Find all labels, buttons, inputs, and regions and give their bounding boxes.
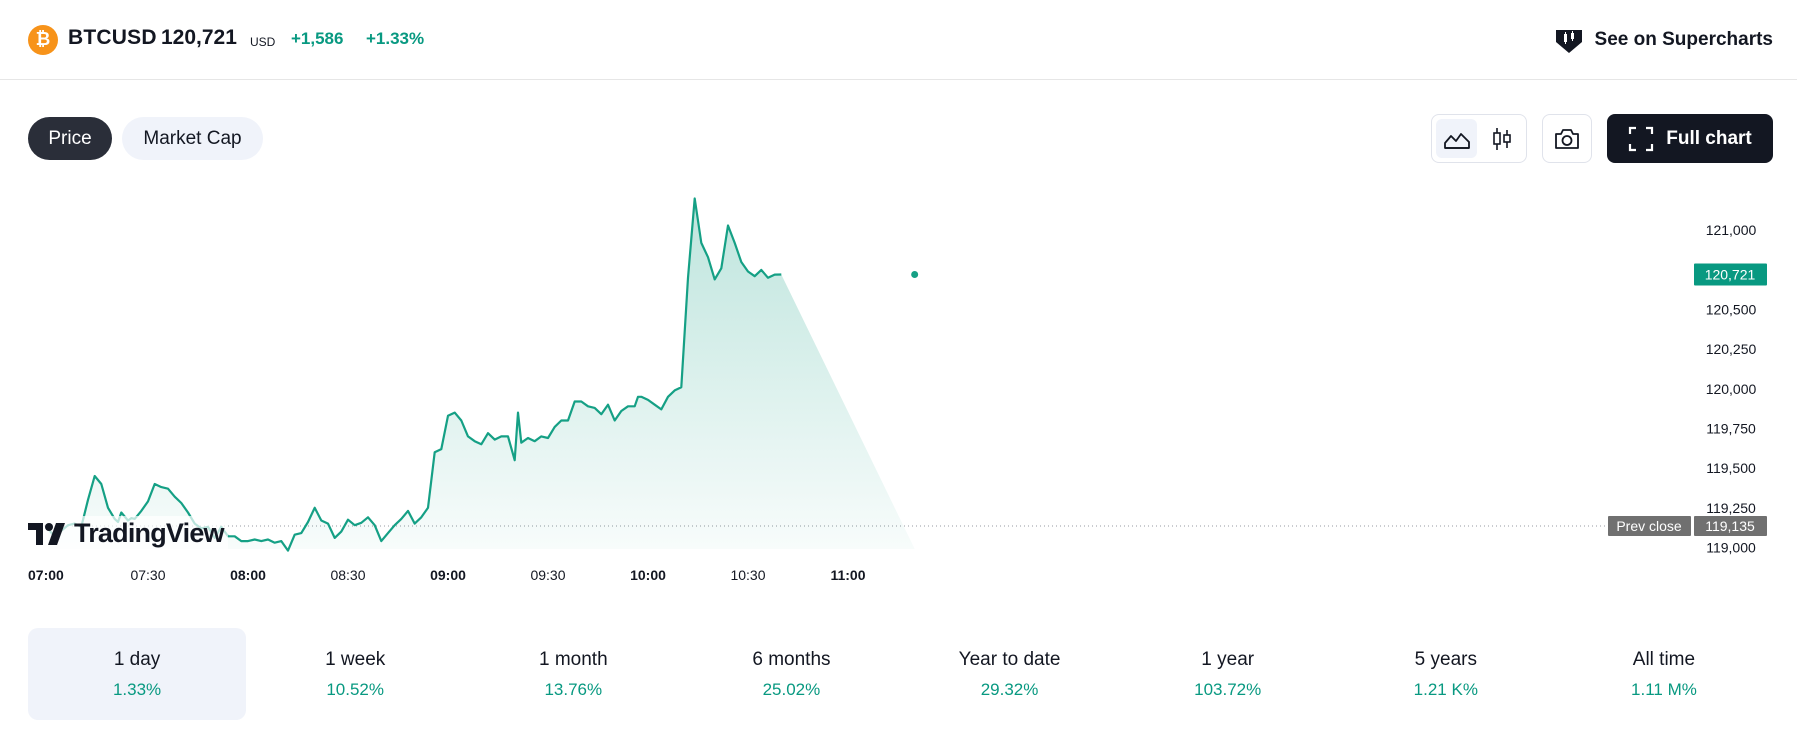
last-price-label: 120,721: [1705, 266, 1756, 282]
period-year-to-date[interactable]: Year to date 29.32%: [901, 628, 1119, 720]
candlestick-icon: [1492, 127, 1511, 150]
last-price-tag: 120,721: [1694, 263, 1767, 286]
y-tick-label: 120,000: [1706, 381, 1757, 397]
period-change: 1.11 M%: [1631, 679, 1697, 699]
period-label: 1 year: [1201, 648, 1255, 670]
tab-market-cap[interactable]: Market Cap: [122, 117, 263, 160]
y-tick-label: 119,750: [1706, 420, 1756, 436]
camera-icon: [1555, 128, 1579, 149]
period-change: 103.72%: [1194, 679, 1262, 699]
area-style-button[interactable]: [1436, 119, 1477, 158]
period-label: Year to date: [958, 648, 1061, 670]
y-tick-label: 119,250: [1706, 500, 1756, 516]
period-change: 10.52%: [326, 679, 385, 699]
x-tick-label: 09:00: [430, 567, 466, 583]
chart-style-toggle: [1431, 114, 1527, 163]
prev-close-label: Prev close: [1616, 518, 1682, 534]
y-tick-label: 120,250: [1706, 341, 1757, 357]
price-change: +1,586: [291, 29, 344, 48]
period-change: 25.02%: [762, 679, 821, 699]
period-1-week[interactable]: 1 week 10.52%: [246, 628, 464, 720]
symbol-header: ₿ BTCUSD 120,721 USD +1,586 +1.33% See o…: [0, 0, 1797, 80]
period-change: 13.76%: [544, 679, 603, 699]
period-label: 6 months: [752, 648, 831, 670]
period-1-day[interactable]: 1 day 1.33%: [28, 628, 247, 720]
x-tick-label: 07:30: [130, 567, 165, 583]
y-tick-label: 120,500: [1706, 302, 1757, 318]
period-1-year[interactable]: 1 year 103.72%: [1119, 628, 1337, 720]
period-1-month[interactable]: 1 month 13.76%: [464, 628, 682, 720]
supercharts-label: See on Supercharts: [1594, 29, 1773, 50]
last-price: 120,721: [161, 26, 237, 49]
period-selector: 1 day 1.33% 1 week 10.52% 1 month 13.76%…: [28, 628, 1773, 720]
full-chart-button[interactable]: Full chart: [1607, 114, 1773, 163]
price-change-percent: +1.33%: [366, 29, 425, 48]
period-label: 1 month: [538, 648, 608, 670]
supercharts-icon: [1555, 30, 1582, 53]
period-label: 1 week: [325, 648, 386, 670]
see-on-supercharts-link[interactable]: See on Supercharts: [1553, 24, 1773, 56]
last-price-marker: [911, 270, 919, 278]
x-tick-label: 08:00: [230, 567, 266, 583]
period-change: 1.33%: [112, 679, 162, 699]
x-tick-label: 10:00: [630, 567, 666, 583]
candles-style-button[interactable]: [1481, 119, 1522, 158]
period-label: 1 day: [113, 648, 161, 670]
period-change: 29.32%: [980, 679, 1039, 699]
price-currency: USD: [250, 35, 276, 49]
tradingview-logo[interactable]: TradingView: [28, 516, 228, 551]
y-tick-label: 119,000: [1706, 539, 1756, 555]
period-label: All time: [1632, 648, 1696, 670]
y-tick-label: 121,000: [1706, 222, 1757, 238]
x-tick-label: 10:30: [730, 567, 765, 583]
y-tick-label: 119,500: [1706, 460, 1756, 476]
price-line: [47, 197, 782, 552]
bitcoin-icon: ₿: [28, 25, 58, 55]
symbol-name: BTCUSD: [68, 26, 157, 49]
period-5-years[interactable]: 5 years 1.21 K%: [1337, 628, 1555, 720]
tradingview-icon: [28, 522, 65, 545]
x-tick-label: 08:30: [330, 567, 365, 583]
period-label: 5 years: [1414, 648, 1477, 670]
x-tick-label: 11:00: [830, 567, 865, 583]
fullscreen-icon: [1629, 126, 1654, 151]
period-6-months[interactable]: 6 months 25.02%: [682, 628, 900, 720]
tradingview-wordmark: TradingView: [74, 518, 225, 548]
prev-close-tag: Prev close 119,135: [1608, 516, 1767, 537]
x-tick-label: 09:30: [530, 567, 565, 583]
x-axis: 07:00 07:30 08:00 08:30 09:00 09:30 10:00 10:30…: [28, 567, 866, 583]
snapshot-button[interactable]: [1542, 114, 1592, 163]
full-chart-label: Full chart: [1666, 127, 1752, 149]
period-all-time[interactable]: All time 1.11 M%: [1555, 628, 1773, 720]
x-tick-label: 07:00: [28, 567, 64, 583]
period-change: 1.21 K%: [1413, 679, 1478, 699]
prev-close-value: 119,135: [1705, 518, 1755, 534]
price-area: [48, 198, 915, 551]
area-chart-icon: [1443, 132, 1470, 149]
tab-price[interactable]: Price: [28, 117, 112, 160]
